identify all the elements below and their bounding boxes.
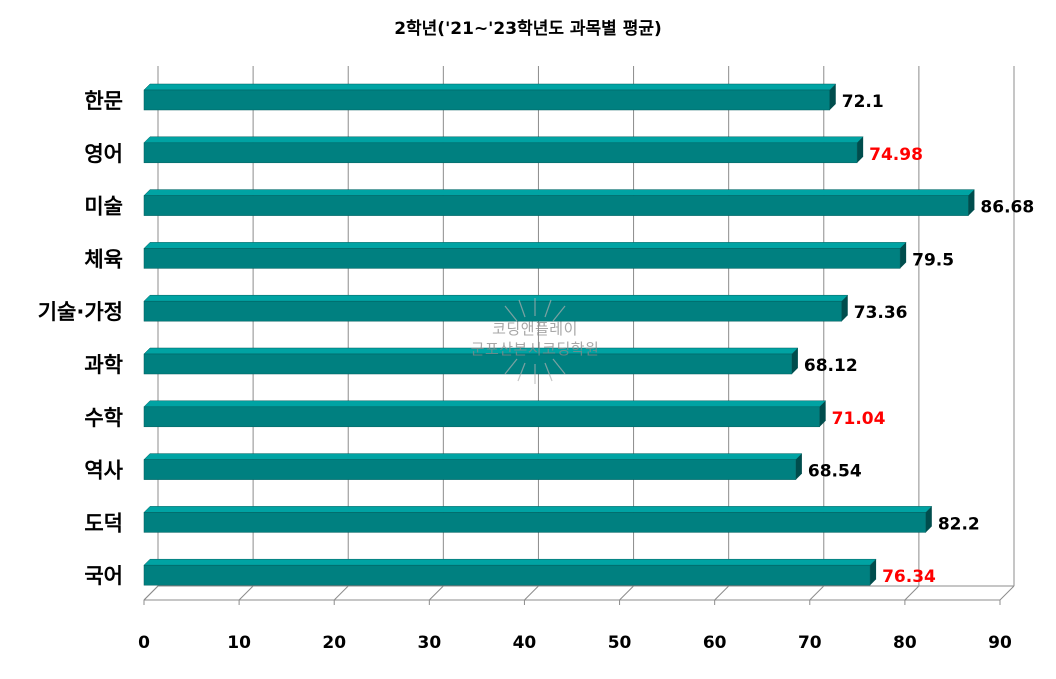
- data-label: 74.98: [869, 145, 923, 165]
- labels-layer: 0 10 20 30 40 50 60 70 80 90 한문 72.1 영어 74.98 미술 86.68 체…: [38, 89, 1034, 653]
- watermark-line-2: 군포산본시코딩학원: [470, 340, 600, 358]
- watermark-line-1: 코딩앤플레이: [492, 320, 578, 338]
- watermark: 코딩앤플레이 군포산본시코딩학원: [455, 296, 615, 386]
- category-label: 수학: [84, 406, 123, 430]
- data-label: 76.34: [882, 567, 936, 587]
- bar-side-face: [870, 559, 877, 586]
- bar-side-face: [841, 295, 848, 322]
- data-label: 68.54: [808, 462, 862, 482]
- floor-tick-line: [619, 585, 634, 601]
- x-tick-label: 30: [417, 633, 441, 653]
- bar: [143, 195, 969, 216]
- bar-side-face: [900, 242, 907, 269]
- category-label: 역사: [84, 459, 123, 483]
- bar-side-face: [819, 400, 826, 427]
- x-tick-label: 20: [322, 633, 346, 653]
- watermark-sunburst-icon: [504, 298, 566, 384]
- data-label: 79.5: [912, 250, 954, 270]
- category-label: 도덕: [84, 511, 123, 535]
- floor-tick-line: [809, 585, 825, 601]
- bar: [143, 459, 797, 480]
- floor-tick-line: [333, 585, 349, 601]
- x-tick-label: 10: [227, 633, 251, 653]
- category-label: 한문: [84, 89, 123, 113]
- bar: [143, 512, 927, 533]
- data-label: 82.2: [938, 514, 980, 534]
- bar-side-face: [791, 348, 798, 374]
- bar-top-face: [143, 453, 803, 460]
- bar: [143, 142, 858, 164]
- bar-top-face: [143, 136, 864, 144]
- bar-top-face: [143, 189, 976, 196]
- bar: [143, 89, 831, 111]
- data-label: 72.1: [842, 92, 884, 112]
- category-label: 기술·가정: [38, 300, 123, 324]
- bar-top-face: [143, 83, 837, 91]
- data-label: 71.04: [832, 409, 886, 429]
- category-label: 과학: [84, 353, 123, 377]
- floor-tick-line: [524, 585, 539, 601]
- x-tick-label: 50: [608, 633, 632, 653]
- bar-side-face: [968, 189, 975, 216]
- floor-tick-line: [428, 585, 444, 601]
- data-label: 73.36: [854, 303, 908, 323]
- bar-top-face: [143, 242, 907, 249]
- bars-layer: [143, 83, 976, 586]
- data-label: 68.12: [804, 356, 858, 376]
- bar-side-face: [857, 136, 864, 163]
- x-tick-label: 40: [513, 633, 537, 653]
- x-tick-label: 80: [893, 633, 917, 653]
- bar-side-face: [925, 506, 932, 533]
- bar: [143, 406, 820, 428]
- bar: [143, 564, 871, 586]
- floor-tick-line: [238, 585, 254, 601]
- category-label: 체육: [84, 247, 123, 271]
- floor-tick-line: [143, 585, 159, 601]
- category-label: 미술: [84, 195, 123, 219]
- floor-tick-line: [999, 585, 1015, 601]
- bar-side-face: [795, 453, 802, 480]
- floor-tick-line: [714, 585, 730, 601]
- category-label: 국어: [84, 564, 123, 588]
- bar-top-face: [143, 400, 827, 408]
- category-label: 영어: [84, 142, 123, 166]
- x-tick-label: 90: [988, 633, 1012, 653]
- x-tick-label: 0: [138, 633, 150, 653]
- x-tick-label: 60: [703, 633, 727, 653]
- bar: [143, 248, 901, 269]
- chart-title: 2학년('21~'23학년도 과목별 평균): [394, 19, 662, 39]
- x-tick-label: 70: [798, 633, 822, 653]
- floor-tick-line: [904, 585, 920, 601]
- data-label: 86.68: [980, 198, 1034, 218]
- bar-side-face: [829, 84, 836, 110]
- bar-top-face: [143, 558, 877, 566]
- bar-top-face: [143, 506, 933, 513]
